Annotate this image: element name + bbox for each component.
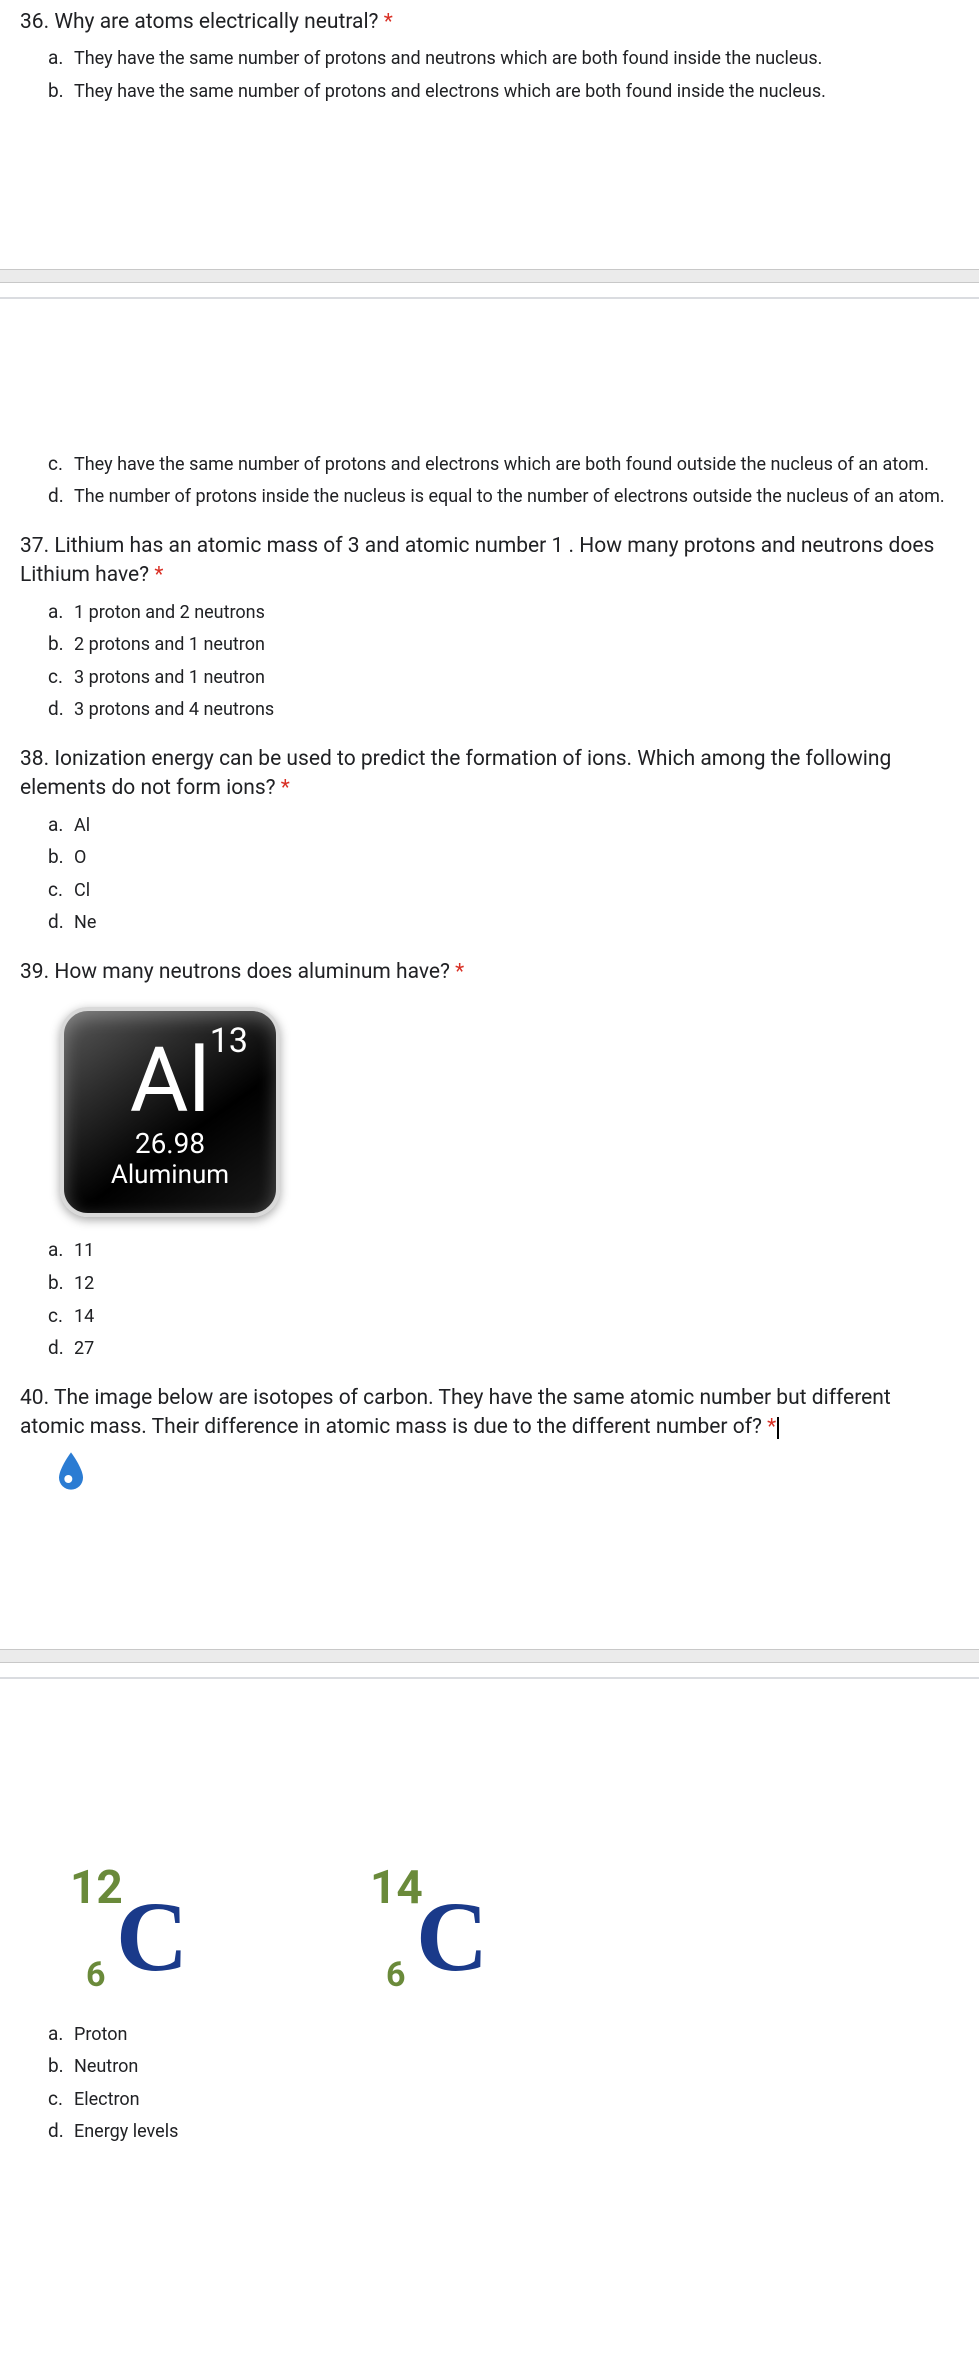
q39-text: 39. How many neutrons does aluminum have… xyxy=(20,960,450,984)
option-letter: b. xyxy=(48,78,74,105)
mass-number: 12 xyxy=(70,1861,123,1915)
question-40: 40. The image below are isotopes of carb… xyxy=(0,1376,979,1499)
options-list: a.Al b.O c.Cl d.Ne xyxy=(20,812,959,936)
option-c[interactable]: c.3 protons and 1 neutron xyxy=(48,664,959,691)
option-d[interactable]: d. The number of protons inside the nucl… xyxy=(48,483,959,510)
option-b[interactable]: b.2 protons and 1 neutron xyxy=(48,631,959,658)
element-name: Aluminum xyxy=(111,1160,229,1190)
option-b[interactable]: b. They have the same number of protons … xyxy=(48,78,959,105)
required-star: * xyxy=(762,1415,776,1439)
aluminum-element-tile: 13 Al 26.98 Aluminum xyxy=(60,1007,280,1217)
option-c[interactable]: c.14 xyxy=(48,1303,959,1330)
option-a[interactable]: a. They have the same number of protons … xyxy=(48,45,959,72)
q36-text: 36. Why are atoms electrically neutral? xyxy=(20,10,379,34)
water-drop-icon xyxy=(54,1451,88,1491)
element-symbol: Al xyxy=(130,1040,211,1121)
option-a[interactable]: a.1 proton and 2 neutrons xyxy=(48,599,959,626)
required-star: * xyxy=(450,960,464,984)
options-list: c. They have the same number of protons … xyxy=(20,451,959,510)
option-text: They have the same number of protons and… xyxy=(74,451,929,477)
atomic-number: 6 xyxy=(86,1955,106,1995)
question-36-continued: c. They have the same number of protons … xyxy=(0,443,979,524)
question-text: 39. How many neutrons does aluminum have… xyxy=(20,958,959,987)
option-d[interactable]: d.27 xyxy=(48,1335,959,1362)
option-b[interactable]: b.12 xyxy=(48,1270,959,1297)
isotope-c12: 12 C 6 xyxy=(70,1861,230,1991)
question-39: 39. How many neutrons does aluminum have… xyxy=(0,950,979,1376)
option-c[interactable]: c. They have the same number of protons … xyxy=(48,451,959,478)
question-38: 38. Ionization energy can be used to pre… xyxy=(0,737,979,950)
question-text: 36. Why are atoms electrically neutral? … xyxy=(20,8,959,37)
question-37: 37. Lithium has an atomic mass of 3 and … xyxy=(0,524,979,737)
options-list: a. They have the same number of protons … xyxy=(20,45,959,104)
question-text: 38. Ionization energy can be used to pre… xyxy=(20,745,959,804)
carbon-isotopes-figure: 12 C 6 14 C 6 xyxy=(20,1831,959,2021)
option-a[interactable]: a.11 xyxy=(48,1237,959,1264)
option-a[interactable]: a.Proton xyxy=(48,2021,959,2048)
option-c[interactable]: c.Electron xyxy=(48,2086,959,2113)
page-break xyxy=(0,1499,979,1679)
required-star: * xyxy=(379,10,393,34)
option-text: The number of protons inside the nucleus… xyxy=(74,483,945,509)
option-d[interactable]: d.Ne xyxy=(48,909,959,936)
option-letter: a. xyxy=(48,45,74,72)
option-letter: c. xyxy=(48,451,74,478)
question-text: 40. The image below are isotopes of carb… xyxy=(20,1384,959,1443)
option-d[interactable]: d.3 protons and 4 neutrons xyxy=(48,696,959,723)
option-d[interactable]: d.Energy levels xyxy=(48,2118,959,2145)
atomic-number: 6 xyxy=(386,1955,406,1995)
option-text: They have the same number of protons and… xyxy=(74,45,822,71)
page-break xyxy=(0,119,979,299)
isotope-c14: 14 C 6 xyxy=(370,1861,530,1991)
question-text: 37. Lithium has an atomic mass of 3 and … xyxy=(20,532,959,591)
question-36: 36. Why are atoms electrically neutral? … xyxy=(0,0,979,119)
option-b[interactable]: b.O xyxy=(48,844,959,871)
required-star: * xyxy=(149,563,163,587)
required-star: * xyxy=(276,776,290,800)
element-symbol: C xyxy=(116,1879,188,1994)
option-c[interactable]: c.Cl xyxy=(48,877,959,904)
options-list: a.1 proton and 2 neutrons b.2 protons an… xyxy=(20,599,959,723)
option-b[interactable]: b.Neutron xyxy=(48,2053,959,2080)
q40-text: 40. The image below are isotopes of carb… xyxy=(20,1386,891,1439)
q38-text: 38. Ionization energy can be used to pre… xyxy=(20,747,891,800)
option-text: They have the same number of protons and… xyxy=(74,78,826,104)
atomic-mass: 26.98 xyxy=(135,1127,205,1160)
element-symbol: C xyxy=(416,1879,488,1994)
text-cursor xyxy=(777,1417,779,1439)
option-letter: d. xyxy=(48,483,74,510)
question-40-continued: 12 C 6 14 C 6 a.Proton b.Neutron c.Elect… xyxy=(0,1823,979,2159)
option-a[interactable]: a.Al xyxy=(48,812,959,839)
atomic-number: 13 xyxy=(210,1021,248,1061)
mass-number: 14 xyxy=(370,1861,423,1915)
options-list: a.11 b.12 c.14 d.27 xyxy=(20,1237,959,1361)
options-list: a.Proton b.Neutron c.Electron d.Energy l… xyxy=(20,2021,959,2145)
